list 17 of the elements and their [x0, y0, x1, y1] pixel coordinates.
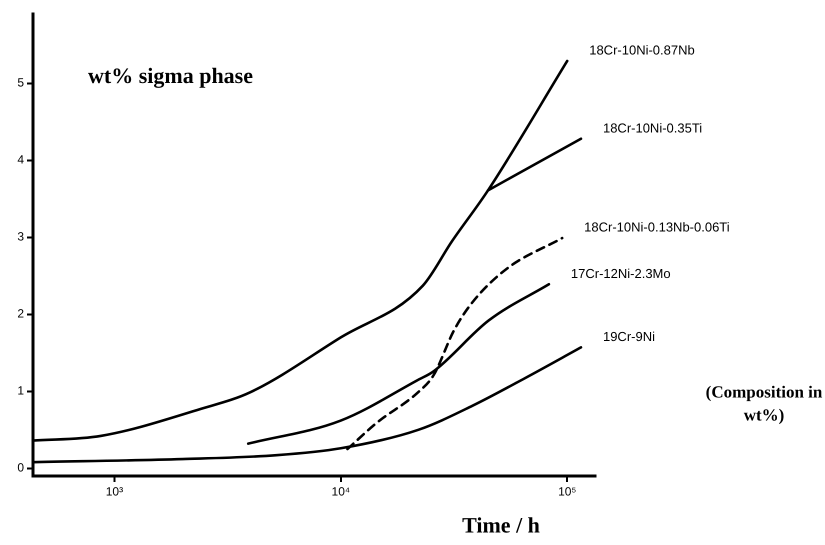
series-label: 17Cr-12Ni-2.3Mo	[570, 266, 671, 281]
x-axis-title: Time / h	[462, 512, 540, 538]
y-tick-label: 0	[17, 460, 24, 475]
x-tick-label: 10³	[106, 484, 124, 499]
series-label: 18Cr-10Ni-0.35Ti	[602, 120, 702, 136]
y-tick-label: 3	[17, 230, 24, 244]
y-axis-title: wt% sigma phase	[88, 62, 254, 88]
series-label: 18Cr-10Ni-0.13Nb-0.06Ti	[584, 220, 730, 235]
y-tick-label: 1	[17, 384, 24, 398]
y-tick-label: 2	[17, 306, 24, 321]
y-tick-label: 4	[17, 152, 24, 167]
text: (Composition in wt%)	[706, 382, 823, 424]
x-tick-label: 10⁴	[332, 484, 350, 499]
series-label: 18Cr-10Ni-0.87Nb	[589, 42, 695, 58]
x-tick-label: 10⁵	[558, 484, 576, 499]
series-label: 19Cr-9Ni	[602, 328, 656, 344]
y-tick-label: 5	[17, 76, 24, 90]
